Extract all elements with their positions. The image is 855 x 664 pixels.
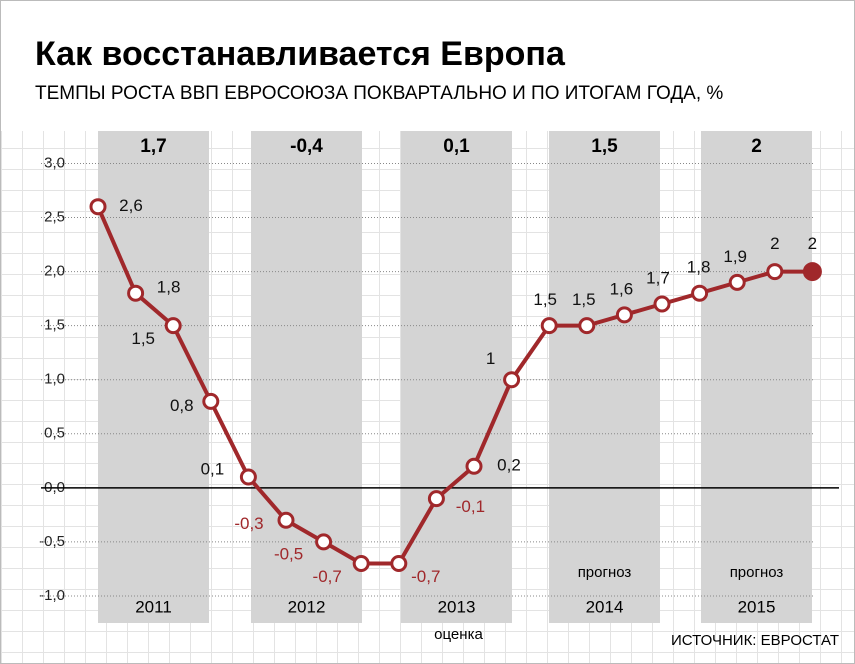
year-label: 2015 xyxy=(738,597,776,616)
data-label: 1,7 xyxy=(646,268,670,287)
y-tick-label: 0,5 xyxy=(44,425,65,442)
data-label: 1,5 xyxy=(131,329,155,348)
annual-value: 2 xyxy=(751,136,762,157)
chart-subtitle: ТЕМПЫ РОСТА ВВП ЕВРОСОЮЗА ПОКВАРТАЛЬНО И… xyxy=(35,83,723,104)
annual-value: 0,1 xyxy=(443,136,470,157)
data-point xyxy=(578,317,596,335)
data-label: 2 xyxy=(808,234,817,253)
data-label: 1,5 xyxy=(572,290,596,309)
year-band xyxy=(98,131,209,623)
data-label: -0,3 xyxy=(234,514,263,533)
year-label: 2013 xyxy=(438,597,476,616)
data-point xyxy=(277,511,295,529)
data-label: 1 xyxy=(486,349,495,368)
data-label: 0,2 xyxy=(497,456,521,475)
year-label: 2011 xyxy=(135,597,172,616)
data-point xyxy=(802,262,822,282)
data-point xyxy=(427,490,445,508)
data-point xyxy=(202,392,220,410)
y-tick-label: 2,0 xyxy=(44,263,65,280)
data-point xyxy=(728,273,746,291)
data-label: 1,8 xyxy=(687,258,711,277)
data-point xyxy=(239,468,257,486)
data-label: 1,8 xyxy=(157,278,181,297)
data-label: 2 xyxy=(770,234,779,253)
data-label: 1,9 xyxy=(723,247,747,266)
data-point xyxy=(691,284,709,302)
data-label: 0,8 xyxy=(170,396,194,415)
data-point xyxy=(89,198,107,216)
y-tick-label: -1,0 xyxy=(39,587,65,604)
chart-title: Как восстанавливается Европа xyxy=(35,35,566,73)
data-label: -0,7 xyxy=(313,567,342,586)
data-label: -0,5 xyxy=(274,544,303,563)
data-label: -0,7 xyxy=(411,567,440,586)
data-point xyxy=(766,263,784,281)
data-label: -0,1 xyxy=(456,497,485,516)
year-band xyxy=(401,131,512,623)
year-label: 2012 xyxy=(288,597,326,616)
source: ИСТОЧНИК: ЕВРОСТАТ xyxy=(671,632,839,649)
year-band xyxy=(251,131,362,623)
y-tick-label: -0,5 xyxy=(39,533,65,550)
annual-value: -0,4 xyxy=(290,136,323,157)
data-point xyxy=(653,295,671,313)
year-note: оценка xyxy=(434,626,483,643)
y-tick-label: 1,5 xyxy=(44,317,65,334)
y-tick-label: 2,5 xyxy=(44,208,65,225)
year-note: прогноз xyxy=(730,564,784,581)
header-bg xyxy=(1,1,854,131)
data-point xyxy=(390,555,408,573)
y-tick-label: 1,0 xyxy=(44,371,65,388)
data-point xyxy=(503,371,521,389)
year-band xyxy=(701,131,812,623)
data-label: 0,1 xyxy=(201,460,225,479)
year-label: 2014 xyxy=(586,597,624,616)
y-tick-label: 3,0 xyxy=(44,154,65,171)
data-point xyxy=(465,457,483,475)
data-point xyxy=(352,555,370,573)
data-point xyxy=(315,533,333,551)
data-label: 1,6 xyxy=(610,279,634,298)
year-note: прогноз xyxy=(578,564,632,581)
annual-value: 1,7 xyxy=(140,136,166,157)
data-point xyxy=(127,284,145,302)
data-point xyxy=(540,317,558,335)
year-band xyxy=(549,131,660,623)
data-point xyxy=(615,306,633,324)
annual-value: 1,5 xyxy=(591,136,618,157)
data-label: 2,6 xyxy=(119,196,143,215)
data-label: 1,5 xyxy=(533,290,557,309)
data-point xyxy=(164,317,182,335)
